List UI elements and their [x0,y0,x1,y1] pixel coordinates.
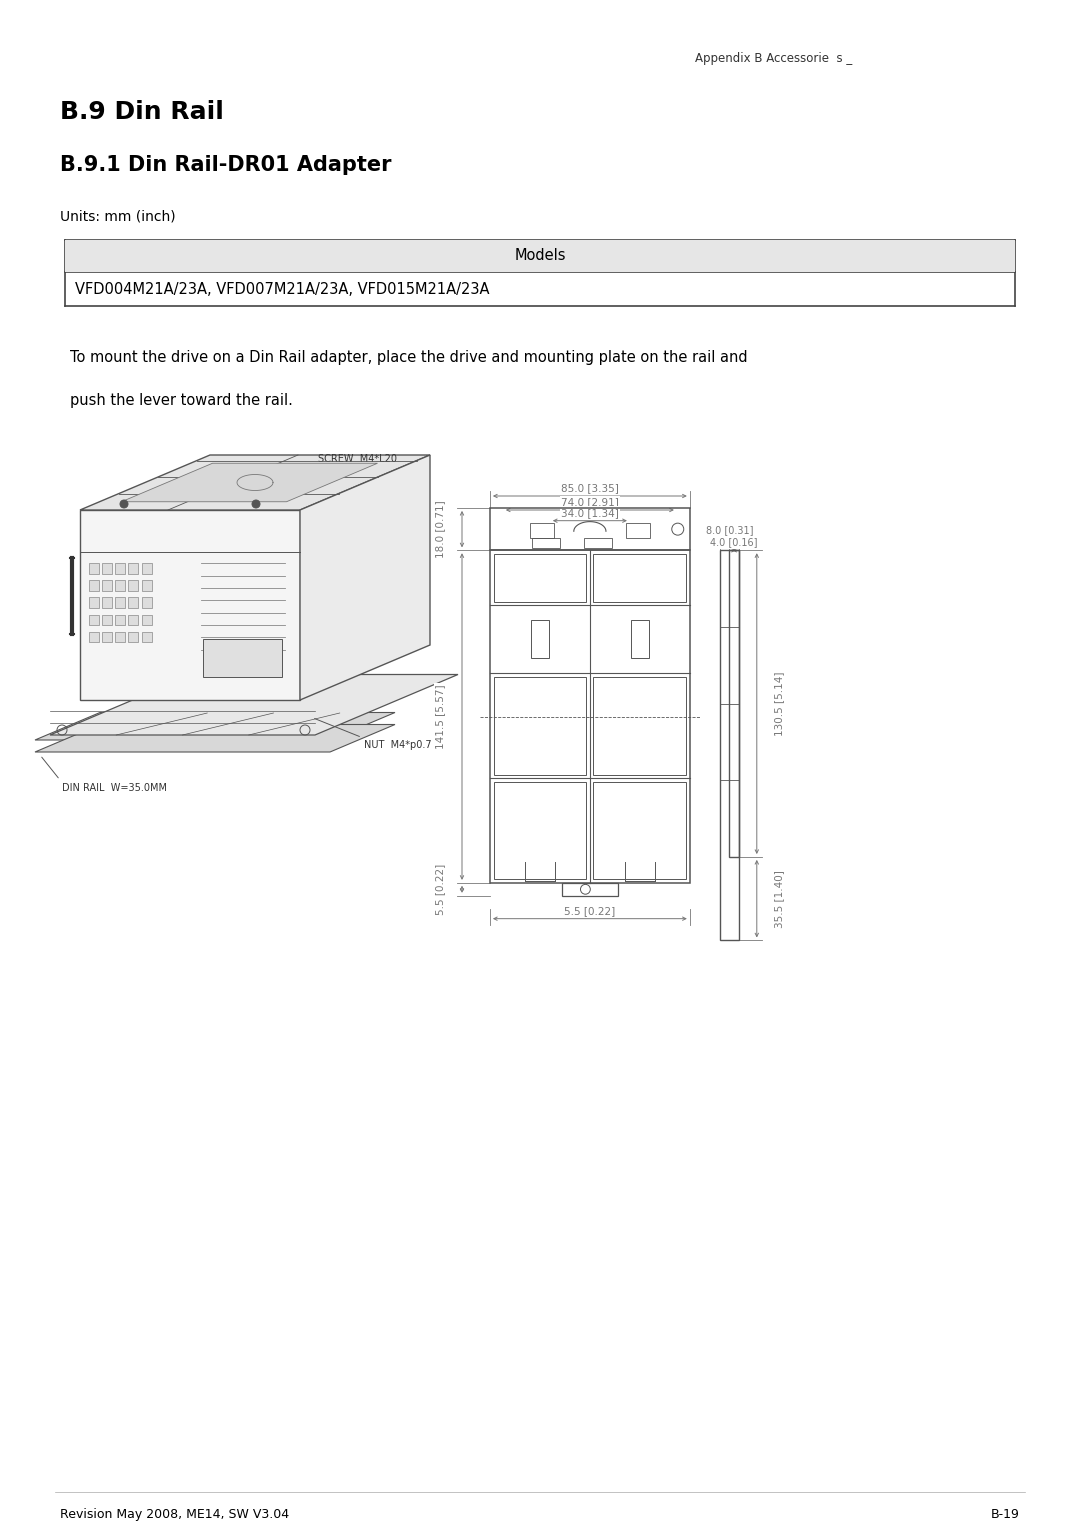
Polygon shape [141,597,151,607]
Polygon shape [89,597,98,607]
Bar [65,239,1015,272]
Bar [593,782,686,879]
Bar [625,523,650,537]
Bar [490,551,690,884]
Polygon shape [89,580,98,591]
Circle shape [120,500,129,508]
Text: 8.0 [0.31]: 8.0 [0.31] [705,525,753,535]
Polygon shape [300,456,430,700]
Bar [593,676,686,775]
Polygon shape [203,640,282,676]
Text: 34.0 [1.34]: 34.0 [1.34] [561,508,619,517]
Text: 141.5 [5.57]: 141.5 [5.57] [435,684,445,749]
Polygon shape [121,463,378,502]
Bar [490,508,690,551]
Text: 18.0 [0.71]: 18.0 [0.71] [435,500,445,558]
Polygon shape [102,615,112,624]
Bar [494,554,586,601]
Text: 4.0 [0.16]: 4.0 [0.16] [711,537,758,548]
Polygon shape [102,632,112,643]
Polygon shape [35,712,395,739]
Polygon shape [80,456,430,509]
Polygon shape [129,563,138,574]
Polygon shape [116,597,125,607]
Text: Revision May 2008, ME14, SW V3.04: Revision May 2008, ME14, SW V3.04 [60,1508,289,1522]
Text: push the lever toward the rail.: push the lever toward the rail. [70,393,293,408]
Polygon shape [102,597,112,607]
Polygon shape [116,563,125,574]
Polygon shape [116,632,125,643]
Polygon shape [141,563,151,574]
Text: B.9 Din Rail: B.9 Din Rail [60,100,224,124]
Polygon shape [141,580,151,591]
Bar [720,551,739,940]
Polygon shape [141,615,151,624]
Text: NUT  M4*p0.7: NUT M4*p0.7 [364,739,432,750]
Text: Units: mm (inch): Units: mm (inch) [60,210,176,224]
Polygon shape [89,563,98,574]
Polygon shape [80,509,300,700]
Bar [531,620,549,658]
Bar [631,620,649,658]
Polygon shape [116,580,125,591]
Bar [532,538,559,548]
Polygon shape [129,597,138,607]
Bar [530,523,554,537]
Polygon shape [129,632,138,643]
Text: DIN RAIL  W=35.0MM: DIN RAIL W=35.0MM [62,782,167,793]
Text: VFD004M21A/23A, VFD007M21A/23A, VFD015M21A/23A: VFD004M21A/23A, VFD007M21A/23A, VFD015M2… [75,282,489,296]
Bar [494,782,586,879]
Polygon shape [129,615,138,624]
Text: 85.0 [3.35]: 85.0 [3.35] [561,483,619,492]
Text: 5.5 [0.22]: 5.5 [0.22] [435,864,445,914]
Bar [494,676,586,775]
Bar [593,554,686,601]
Polygon shape [116,615,125,624]
Text: Appendix B Accessorie  s _: Appendix B Accessorie s _ [696,52,852,64]
Bar [562,884,618,896]
Text: 74.0 [2.91]: 74.0 [2.91] [561,497,619,508]
Polygon shape [89,632,98,643]
Polygon shape [102,563,112,574]
Polygon shape [35,724,395,752]
Polygon shape [141,632,151,643]
Text: To mount the drive on a Din Rail adapter, place the drive and mounting plate on : To mount the drive on a Din Rail adapter… [70,350,747,365]
Text: 5.5 [0.22]: 5.5 [0.22] [564,905,616,916]
Bar [584,538,612,548]
Text: B.9.1 Din Rail-DR01 Adapter: B.9.1 Din Rail-DR01 Adapter [60,155,391,175]
Polygon shape [129,580,138,591]
Text: B-19: B-19 [991,1508,1020,1522]
Polygon shape [50,675,458,735]
Bar [729,551,739,858]
Text: Models: Models [514,249,566,264]
Polygon shape [102,580,112,591]
Text: 35.5 [1.40]: 35.5 [1.40] [773,870,784,928]
Polygon shape [89,615,98,624]
Circle shape [252,500,260,508]
Text: SCREW  M4*L20: SCREW M4*L20 [318,454,397,463]
Text: 130.5 [5.14]: 130.5 [5.14] [773,672,784,736]
